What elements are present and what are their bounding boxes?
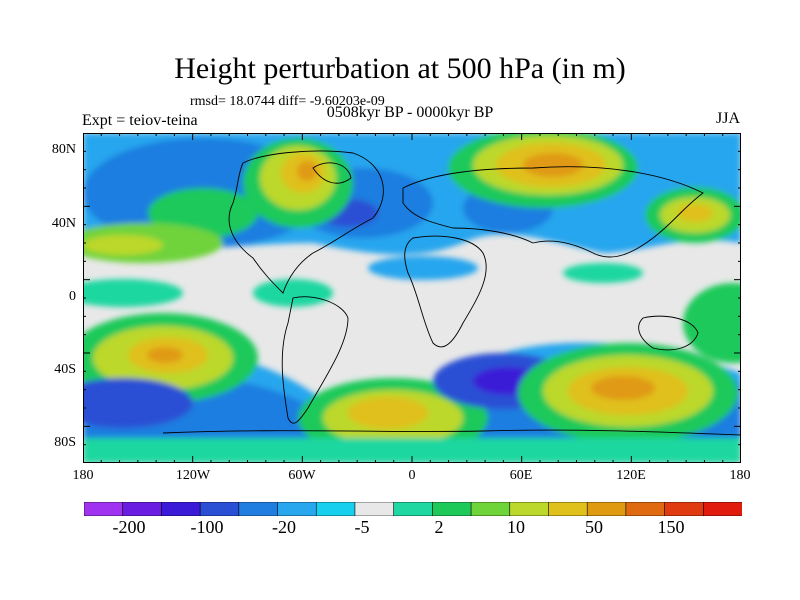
colorbar-swatch <box>432 502 472 516</box>
plot-title: Height perturbation at 500 hPa (in m) <box>174 52 626 85</box>
colorbar-swatch <box>625 502 666 516</box>
lon-tick-180e: 180 <box>729 468 751 483</box>
colorbar-swatch <box>586 502 627 516</box>
colorbar-swatch <box>84 502 124 516</box>
season-label: JJA <box>715 110 740 127</box>
colorbar-swatch <box>702 502 742 516</box>
lon-tick-60e: 60E <box>509 468 533 483</box>
colorbar-swatch <box>393 502 434 516</box>
lat-tick-40s: 40S <box>54 362 76 377</box>
colorbar-label-150: 150 <box>657 517 685 537</box>
colorbar-swatch <box>354 502 395 516</box>
colorbar-swatch <box>161 502 201 516</box>
colorbar-swatch <box>470 502 511 516</box>
colorbar-swatch <box>509 502 550 516</box>
colorbar-label-neg200: -200 <box>112 517 146 537</box>
lat-tick-0: 0 <box>69 289 76 304</box>
colorbar-label-50: 50 <box>585 517 603 537</box>
height-anomaly-map <box>83 133 741 463</box>
lat-tick-80s: 80S <box>54 435 76 450</box>
subtitle: 0508kyr BP - 0000kyr BP <box>326 104 494 121</box>
colorbar-swatch <box>122 502 163 516</box>
colorbar-label-neg100: -100 <box>190 517 224 537</box>
lon-tick-180w: 180 <box>72 468 94 483</box>
lon-tick-60w: 60W <box>288 468 316 483</box>
coastlines <box>162 150 741 436</box>
colorbar-swatch <box>277 502 318 516</box>
colorbar-swatch <box>238 502 279 516</box>
colorbar <box>84 502 742 516</box>
lon-tick-0: 0 <box>408 468 416 483</box>
stats-label: rmsd= 18.0744 diff= -9.60203e-09 <box>190 94 385 109</box>
colorbar-swatch <box>548 502 588 516</box>
lat-tick-80n: 80N <box>51 142 76 157</box>
colorbar-label-neg5: -5 <box>354 517 370 537</box>
experiment-label: Expt = teiov-teina <box>82 112 198 129</box>
colorbar-label-neg20: -20 <box>272 517 296 537</box>
colorbar-swatch <box>199 502 240 516</box>
colorbar-swatch <box>315 502 356 516</box>
lon-tick-120w: 120W <box>175 468 211 483</box>
anomaly-field <box>83 133 741 463</box>
colorbar-label-10: 10 <box>507 517 525 537</box>
colorbar-swatch <box>664 502 705 516</box>
lon-tick-120e: 120E <box>616 468 646 483</box>
lat-tick-40n: 40N <box>51 216 76 231</box>
colorbar-label-2: 2 <box>434 517 444 537</box>
